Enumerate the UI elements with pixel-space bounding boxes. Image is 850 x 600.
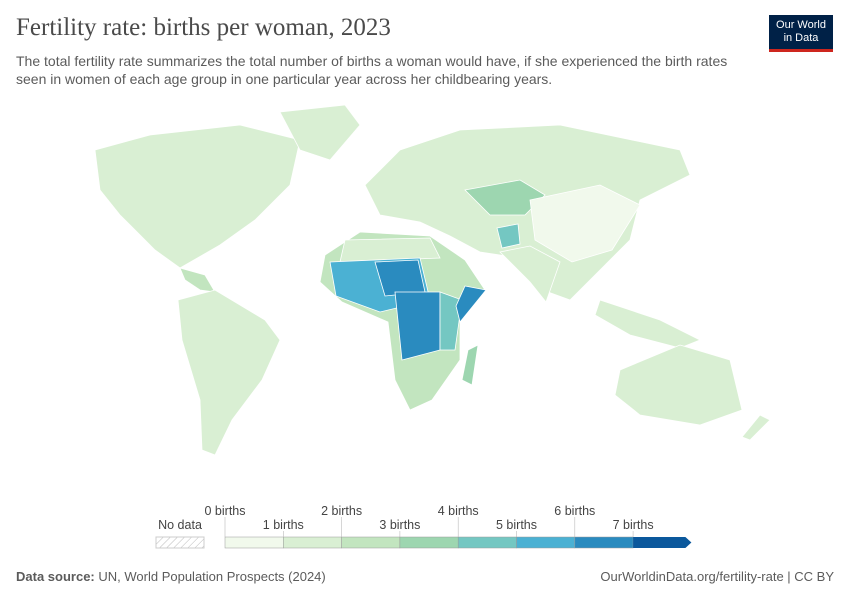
link[interactable]: OurWorldinData.org/fertility-rate | CC B… bbox=[600, 569, 834, 584]
madagascar[interactable] bbox=[461, 344, 479, 386]
legend-swatch bbox=[516, 536, 576, 549]
legend: No data 0 births 1 births 2 births 3 births… bbox=[155, 504, 692, 549]
subtitle: The total fertility rate summarizes the … bbox=[16, 53, 728, 87]
central-africa[interactable] bbox=[394, 291, 441, 361]
afghanistan[interactable] bbox=[496, 223, 521, 249]
logo[interactable]: Our World in Data bbox=[769, 15, 833, 52]
legend-label: 1 births bbox=[263, 518, 304, 532]
legend-swatch bbox=[399, 536, 459, 549]
legend-swatch bbox=[457, 536, 517, 549]
legend-label: 3 births bbox=[379, 518, 420, 532]
north-africa[interactable] bbox=[339, 237, 441, 263]
south-asia[interactable] bbox=[499, 245, 561, 303]
somalia[interactable] bbox=[455, 285, 487, 323]
logo-line: in Data bbox=[783, 32, 819, 44]
legend-swatch bbox=[224, 536, 284, 549]
south-america[interactable] bbox=[177, 289, 281, 456]
china[interactable] bbox=[529, 184, 641, 263]
no-data-swatch bbox=[155, 536, 205, 549]
legend-label: 2 births bbox=[321, 504, 362, 518]
source-label: Data source: bbox=[16, 569, 95, 584]
legend-swatch bbox=[341, 536, 401, 549]
legend-label: No data bbox=[158, 518, 202, 532]
legend-label: 0 births bbox=[205, 504, 246, 518]
legend-label: 7 births bbox=[613, 518, 654, 532]
legend-swatch bbox=[283, 536, 342, 549]
legend-label: 6 births bbox=[554, 504, 595, 518]
australia[interactable] bbox=[614, 344, 743, 426]
legend-swatch bbox=[574, 536, 634, 549]
greenland[interactable] bbox=[279, 104, 361, 161]
new-zealand[interactable] bbox=[741, 414, 771, 441]
source: Data source: UN, World Population Prospe… bbox=[16, 569, 326, 584]
countries bbox=[94, 104, 771, 456]
southeast-asia[interactable] bbox=[594, 299, 701, 349]
legend-swatch bbox=[633, 537, 692, 548]
logo-line: Our World bbox=[776, 19, 826, 31]
title: Fertility rate: births per woman, 2023 bbox=[16, 14, 391, 41]
central-america[interactable] bbox=[179, 267, 216, 293]
legend-label: 5 births bbox=[496, 518, 537, 532]
source-text: UN, World Population Prospects (2024) bbox=[98, 569, 326, 584]
north-america[interactable] bbox=[94, 124, 301, 269]
legend-label: 4 births bbox=[438, 504, 479, 518]
